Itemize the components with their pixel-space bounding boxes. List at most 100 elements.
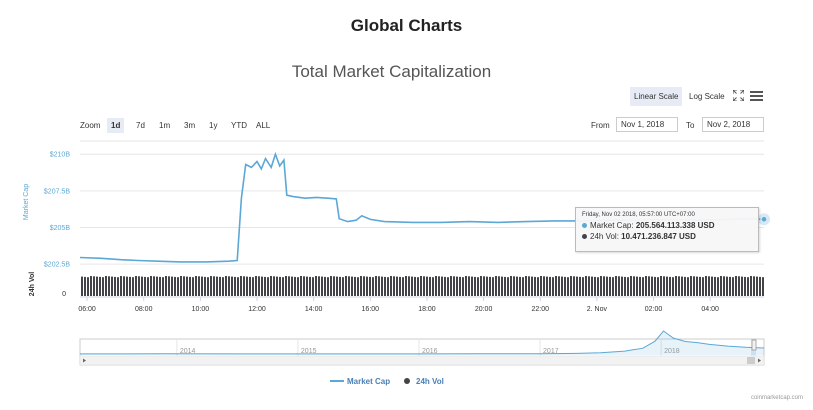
volume-bar bbox=[681, 276, 683, 296]
volume-bar bbox=[693, 276, 695, 296]
volume-bar bbox=[141, 276, 143, 296]
volume-bar bbox=[420, 276, 422, 296]
volume-bar bbox=[642, 277, 644, 296]
volume-bar bbox=[276, 276, 278, 296]
volume-bar bbox=[606, 276, 608, 296]
volume-bar bbox=[498, 276, 500, 296]
fullscreen-icon[interactable] bbox=[733, 90, 744, 101]
volume-bar bbox=[105, 276, 107, 296]
log-scale-button[interactable]: Log Scale bbox=[689, 92, 725, 101]
volume-bar bbox=[273, 276, 275, 296]
credit-link[interactable]: coinmarketcap.com bbox=[750, 395, 803, 401]
legend-market-cap[interactable]: Market Cap bbox=[347, 377, 391, 386]
volume-bar bbox=[432, 277, 434, 296]
volume-bar bbox=[354, 276, 356, 296]
zoom-ytd-button[interactable]: YTD bbox=[231, 121, 247, 130]
volume-bar bbox=[537, 277, 539, 296]
volume-bar bbox=[258, 276, 260, 296]
zoom-all-button[interactable]: ALL bbox=[256, 121, 271, 130]
volume-bar bbox=[315, 276, 317, 296]
volume-bar bbox=[84, 276, 86, 296]
volume-bar bbox=[624, 276, 626, 296]
scrollbar-track[interactable] bbox=[79, 355, 765, 366]
volume-bar bbox=[111, 276, 113, 296]
zoom-1y-button[interactable]: 1y bbox=[209, 121, 218, 130]
volume-bars bbox=[81, 276, 764, 296]
data-tooltip: Friday, Nov 02 2018, 05:57:00 UTC+07:00 … bbox=[575, 207, 759, 252]
volume-bar bbox=[501, 276, 503, 296]
volume-bar bbox=[231, 276, 233, 296]
volume-bar bbox=[714, 276, 716, 296]
volume-bar bbox=[156, 276, 158, 296]
volume-bar bbox=[93, 276, 95, 296]
volume-bar bbox=[450, 276, 452, 296]
x-tick-label: 12:00 bbox=[248, 306, 266, 313]
volume-bar bbox=[180, 276, 182, 296]
volume-bar bbox=[522, 277, 524, 296]
zoom-1d-button[interactable]: 1d bbox=[107, 118, 125, 133]
volume-bar bbox=[702, 277, 704, 296]
volume-bar bbox=[699, 276, 701, 296]
volume-bar bbox=[576, 276, 578, 296]
from-date-input[interactable] bbox=[616, 117, 678, 132]
zoom-7d-button[interactable]: 7d bbox=[136, 121, 145, 130]
scrollbar-thumb[interactable] bbox=[747, 357, 755, 364]
volume-bar bbox=[234, 276, 236, 296]
volume-bar bbox=[132, 277, 134, 296]
volume-bar bbox=[477, 277, 479, 296]
volume-bar bbox=[717, 277, 719, 296]
volume-bar bbox=[639, 276, 641, 296]
volume-bar bbox=[570, 276, 572, 296]
volume-bar bbox=[423, 276, 425, 296]
volume-bar bbox=[474, 276, 476, 296]
volume-bar bbox=[408, 276, 410, 296]
y-tick-label: $207.5B bbox=[44, 188, 70, 195]
volume-bar bbox=[114, 276, 116, 296]
volume-bar bbox=[669, 276, 671, 296]
volume-bar bbox=[177, 277, 179, 296]
to-date-input[interactable] bbox=[702, 117, 764, 132]
volume-bar bbox=[261, 276, 263, 296]
volume-bar bbox=[309, 276, 311, 296]
volume-bar bbox=[285, 276, 287, 296]
volume-bar bbox=[708, 276, 710, 296]
tooltip-volume-label: 24h Vol: bbox=[590, 232, 619, 241]
volume-bar bbox=[198, 276, 200, 296]
zoom-3m-button[interactable]: 3m bbox=[184, 121, 196, 130]
scroll-right-arrow-icon[interactable] bbox=[758, 358, 761, 363]
x-axis-ticks: 06:00 08:00 10:00 12:00 14:00 16:00 18:00 20:00… bbox=[78, 297, 719, 313]
volume-bar bbox=[321, 276, 323, 296]
volume-bar bbox=[663, 276, 665, 296]
volume-bar bbox=[519, 276, 521, 296]
volume-bar bbox=[666, 276, 668, 296]
volume-bar bbox=[750, 276, 752, 296]
volume-bar bbox=[411, 276, 413, 296]
volume-bar bbox=[636, 276, 638, 296]
volume-bar bbox=[600, 276, 602, 296]
linear-scale-button[interactable]: Linear Scale bbox=[630, 87, 683, 106]
volume-bar bbox=[222, 277, 224, 296]
navigator-handle[interactable] bbox=[751, 339, 757, 351]
volume-bar bbox=[591, 276, 593, 296]
menu-icon[interactable] bbox=[750, 90, 763, 101]
volume-bar bbox=[183, 276, 185, 296]
volume-bar bbox=[279, 276, 281, 296]
volume-bar bbox=[243, 276, 245, 296]
volume-bar bbox=[447, 277, 449, 296]
volume-bar bbox=[588, 276, 590, 296]
volume-bar bbox=[675, 276, 677, 296]
zoom-label: Zoom bbox=[80, 121, 101, 130]
volume-bar bbox=[444, 276, 446, 296]
volume-bar bbox=[567, 277, 569, 296]
zoom-1m-button[interactable]: 1m bbox=[159, 121, 171, 130]
volume-bar bbox=[264, 276, 266, 296]
volume-bar bbox=[81, 276, 83, 296]
x-tick-label: 08:00 bbox=[135, 306, 153, 313]
volume-bar bbox=[393, 276, 395, 296]
volume-bar bbox=[747, 277, 749, 296]
market-cap-dot-icon bbox=[582, 223, 587, 229]
legend-24h-vol[interactable]: 24h Vol bbox=[416, 377, 444, 386]
tooltip-volume-row: 24h Vol: 10.471.236.847 USD bbox=[582, 231, 752, 242]
scroll-left-arrow-icon[interactable] bbox=[83, 358, 86, 363]
